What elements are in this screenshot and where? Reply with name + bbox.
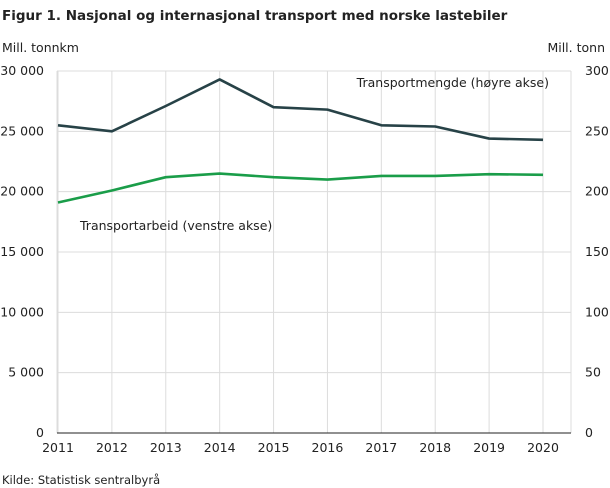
right-tick-label: 300 <box>585 63 609 78</box>
right-tick-label: 250 <box>585 123 609 138</box>
left-tick-label: 10 000 <box>0 304 44 319</box>
x-tick-label: 2012 <box>96 440 128 455</box>
left-tick-label: 0 <box>36 425 44 440</box>
x-tick-label: 2011 <box>42 440 74 455</box>
left-tick-label: 25 000 <box>0 123 44 138</box>
right-tick-label: 50 <box>585 365 601 380</box>
left-tick-label: 5 000 <box>8 365 44 380</box>
right-tick-label: 200 <box>585 184 609 199</box>
left-tick-label: 30 000 <box>0 63 44 78</box>
left-axis-label: Mill. tonnkm <box>2 40 79 55</box>
x-tick-label: 2016 <box>312 440 344 455</box>
series-line-1 <box>57 78 544 142</box>
source-note: Kilde: Statistisk sentralbyrå <box>2 473 160 487</box>
chart-title: Figur 1. Nasjonal og internasjonal trans… <box>2 8 508 24</box>
x-tick-label: 2013 <box>150 440 182 455</box>
x-tick-label: 2014 <box>204 440 236 455</box>
x-tick-label: 2015 <box>258 440 290 455</box>
x-tick-label: 2018 <box>419 440 451 455</box>
right-tick-label: 150 <box>585 244 609 259</box>
left-tick-label: 15 000 <box>0 244 44 259</box>
x-tick-label: 2019 <box>473 440 505 455</box>
right-tick-label: 0 <box>585 425 593 440</box>
right-axis-label: Mill. tonn <box>547 40 605 55</box>
x-tick-label: 2020 <box>527 440 559 455</box>
right-tick-label: 100 <box>585 304 609 319</box>
series-label-right: Transportmengde (høyre akse) <box>356 75 549 90</box>
x-tick-label: 2017 <box>365 440 397 455</box>
left-tick-label: 20 000 <box>0 184 44 199</box>
series-label-left: Transportarbeid (venstre akse) <box>79 218 272 233</box>
series-line-0 <box>57 172 544 204</box>
